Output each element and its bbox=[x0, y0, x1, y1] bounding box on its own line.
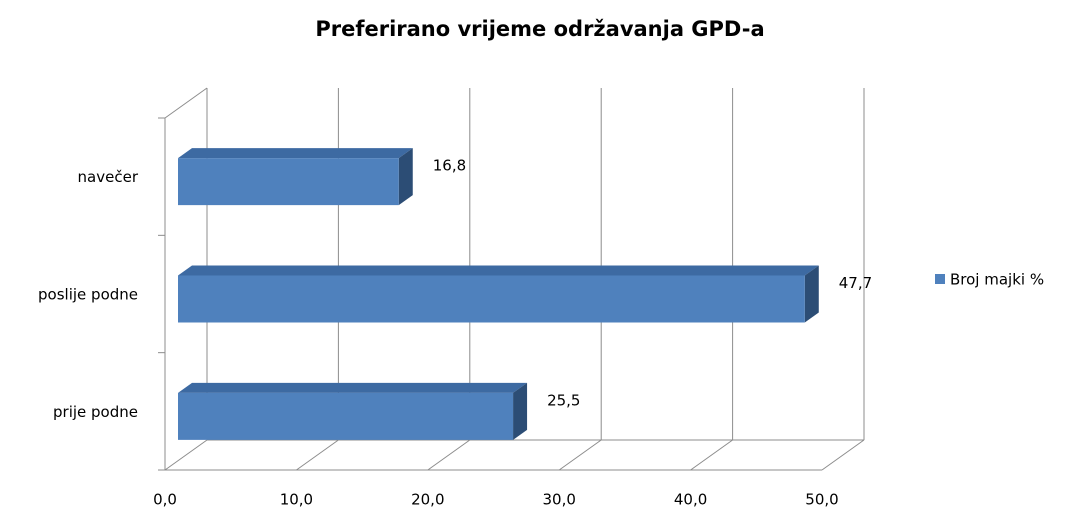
bar-side bbox=[513, 382, 528, 440]
grid-line bbox=[164, 439, 208, 471]
bar bbox=[178, 382, 528, 440]
grid-line bbox=[427, 439, 471, 471]
x-tick-label: 40,0 bbox=[674, 491, 707, 509]
wall-edge bbox=[164, 87, 208, 119]
grid-line bbox=[821, 439, 865, 471]
y-tick-label: prije podne bbox=[53, 403, 138, 421]
legend-swatch bbox=[935, 274, 945, 284]
x-tick-label: 10,0 bbox=[280, 491, 313, 509]
bar-front bbox=[178, 158, 399, 206]
grid-line bbox=[690, 439, 733, 471]
chart-title: Preferirano vrijeme održavanja GPD-a bbox=[315, 17, 764, 41]
bar bbox=[178, 265, 819, 323]
bar-top bbox=[178, 382, 528, 393]
value-label: 25,5 bbox=[547, 391, 580, 409]
bar-side bbox=[804, 265, 819, 323]
bar bbox=[178, 148, 413, 206]
grid-line bbox=[296, 439, 339, 471]
bar-front bbox=[178, 275, 805, 323]
x-tick-label: 0,0 bbox=[153, 491, 177, 509]
bar-front bbox=[178, 392, 514, 440]
x-tick-label: 50,0 bbox=[805, 491, 838, 509]
value-label: 47,7 bbox=[839, 274, 872, 292]
y-tick-label: poslije podne bbox=[38, 286, 138, 304]
y-tick-label: navečer bbox=[78, 168, 139, 186]
legend-label: Broj majki % bbox=[950, 271, 1044, 289]
x-tick-label: 30,0 bbox=[542, 491, 575, 509]
grid-line bbox=[558, 439, 602, 471]
value-label: 16,8 bbox=[433, 157, 466, 175]
x-tick-label: 20,0 bbox=[411, 491, 444, 509]
bar-top bbox=[178, 148, 413, 159]
bar-top bbox=[178, 265, 819, 276]
bar-side bbox=[398, 148, 413, 206]
